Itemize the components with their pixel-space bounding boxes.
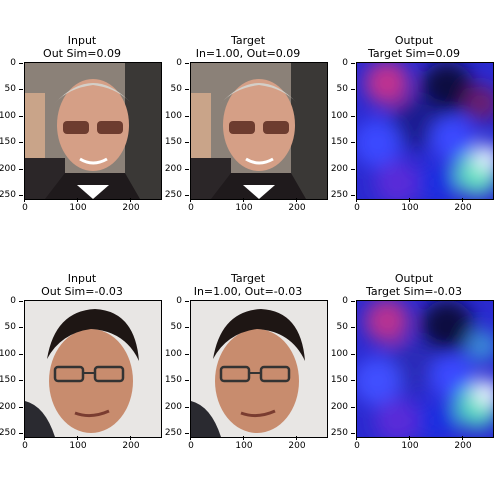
y-tick-label: 0 bbox=[162, 297, 189, 306]
panel-title: Target In=1.00, Out=-0.03 bbox=[193, 272, 303, 298]
y-tick-label: 250 bbox=[162, 191, 189, 200]
y-tick-label: 0 bbox=[0, 297, 23, 306]
x-tick-label: 0 bbox=[345, 436, 369, 451]
face-portrait-image bbox=[25, 63, 161, 199]
y-tick-label: 250 bbox=[328, 429, 355, 438]
image-face bbox=[24, 62, 162, 200]
y-tick-label: 50 bbox=[162, 323, 189, 332]
x-tick-label: 0 bbox=[13, 198, 37, 213]
y-tick-label: 0 bbox=[162, 59, 189, 68]
y-tick-label: 50 bbox=[328, 85, 355, 94]
panel-title: Input Out Sim=0.09 bbox=[43, 34, 121, 60]
y-tick-label: 250 bbox=[162, 429, 189, 438]
x-tick-label: 100 bbox=[66, 198, 90, 213]
x-tick-label: 100 bbox=[232, 436, 256, 451]
image-face bbox=[190, 300, 328, 438]
x-tick-label: 200 bbox=[285, 198, 309, 213]
panel-title: Target In=1.00, Out=0.09 bbox=[195, 34, 301, 60]
panel-row1-input: Input Out Sim=0.09 0 50 100 150 200 250 … bbox=[0, 34, 184, 214]
output-color-field-image bbox=[357, 301, 493, 437]
y-tick-label: 100 bbox=[0, 112, 23, 121]
x-tick-label: 200 bbox=[451, 198, 475, 213]
panel-title: Input Out Sim=-0.03 bbox=[41, 272, 123, 298]
y-tick-label: 200 bbox=[162, 165, 189, 174]
y-tick-label: 200 bbox=[328, 403, 355, 412]
panel-row1-target: Target In=1.00, Out=0.09 0 50 100 150 20… bbox=[165, 34, 350, 214]
x-tick-label: 200 bbox=[451, 436, 475, 451]
panel-row2-target: Target In=1.00, Out=-0.03 0 50 100 150 2… bbox=[165, 272, 350, 452]
y-tick-label: 250 bbox=[328, 191, 355, 200]
y-tick-label: 50 bbox=[328, 323, 355, 332]
x-tick-label: 100 bbox=[232, 198, 256, 213]
y-tick-label: 100 bbox=[328, 350, 355, 359]
y-tick-label: 100 bbox=[328, 112, 355, 121]
y-tick-label: 100 bbox=[162, 112, 189, 121]
y-tick-label: 0 bbox=[328, 59, 355, 68]
y-tick-label: 150 bbox=[0, 138, 23, 147]
y-tick-label: 250 bbox=[0, 191, 23, 200]
y-tick-label: 100 bbox=[162, 350, 189, 359]
y-tick-label: 200 bbox=[328, 165, 355, 174]
y-tick-label: 150 bbox=[328, 138, 355, 147]
image-output-heatmap bbox=[356, 62, 494, 200]
face-portrait-image bbox=[191, 301, 327, 437]
x-tick-label: 0 bbox=[345, 198, 369, 213]
x-tick-label: 100 bbox=[398, 198, 422, 213]
output-color-field-image bbox=[357, 63, 493, 199]
face-portrait-image bbox=[25, 301, 161, 437]
y-tick-label: 0 bbox=[328, 297, 355, 306]
y-tick-label: 50 bbox=[0, 323, 23, 332]
x-tick-label: 0 bbox=[179, 436, 203, 451]
y-tick-label: 200 bbox=[0, 165, 23, 174]
y-tick-label: 50 bbox=[0, 85, 23, 94]
image-output-heatmap bbox=[356, 300, 494, 438]
y-tick-label: 150 bbox=[162, 376, 189, 385]
face-portrait-image bbox=[191, 63, 327, 199]
panel-title: Output Target Sim=0.09 bbox=[368, 34, 460, 60]
image-face bbox=[24, 300, 162, 438]
y-tick-label: 0 bbox=[0, 59, 23, 68]
y-tick-label: 50 bbox=[162, 85, 189, 94]
x-tick-label: 200 bbox=[119, 198, 143, 213]
x-tick-label: 100 bbox=[398, 436, 422, 451]
image-face bbox=[190, 62, 328, 200]
panel-row2-output: Output Target Sim=-0.03 0 50 100 15 bbox=[331, 272, 501, 452]
y-tick-label: 150 bbox=[162, 138, 189, 147]
x-tick-label: 200 bbox=[285, 436, 309, 451]
x-tick-label: 200 bbox=[119, 436, 143, 451]
x-tick-label: 0 bbox=[179, 198, 203, 213]
y-tick-label: 250 bbox=[0, 429, 23, 438]
y-tick-label: 150 bbox=[328, 376, 355, 385]
panel-title: Output Target Sim=-0.03 bbox=[366, 272, 462, 298]
y-tick-label: 200 bbox=[162, 403, 189, 412]
x-tick-label: 100 bbox=[66, 436, 90, 451]
x-tick-label: 0 bbox=[13, 436, 37, 451]
y-tick-label: 150 bbox=[0, 376, 23, 385]
y-tick-label: 200 bbox=[0, 403, 23, 412]
y-tick-label: 100 bbox=[0, 350, 23, 359]
panel-row1-output: Output Target Sim=0.09 0 50 100 150 bbox=[331, 34, 501, 214]
panel-row2-input: Input Out Sim=-0.03 0 50 100 150 200 250… bbox=[0, 272, 184, 452]
